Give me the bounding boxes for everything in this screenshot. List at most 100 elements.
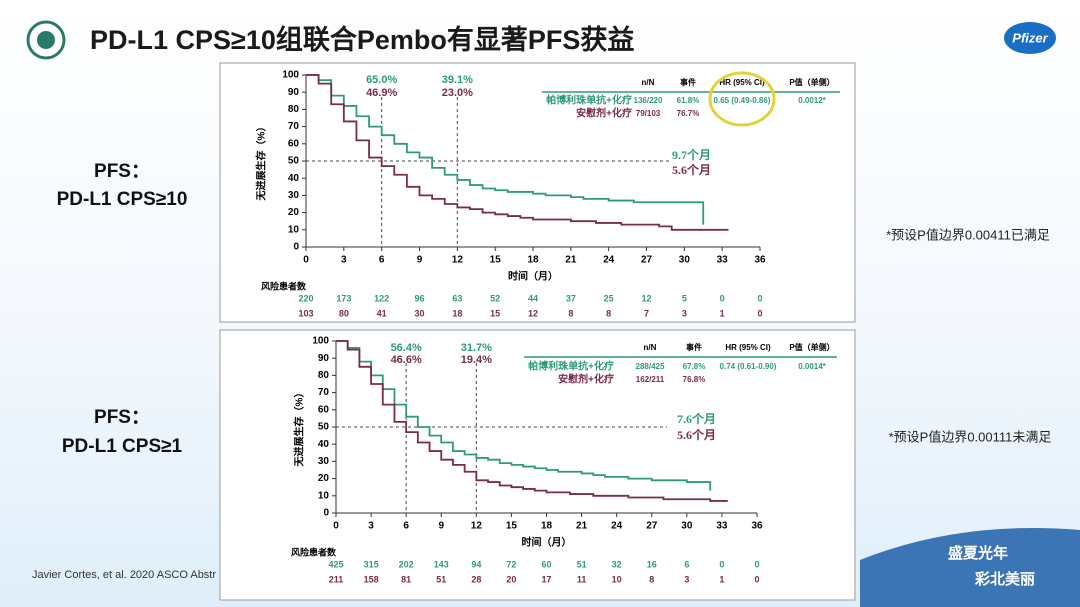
risk-cell: 37 <box>566 293 576 303</box>
y-tick-label: 30 <box>288 190 300 201</box>
y-tick-label: 100 <box>282 70 299 81</box>
landmark-label: 31.7% <box>461 342 492 354</box>
table-header: 事件 <box>680 77 696 87</box>
y-tick-label: 40 <box>288 173 300 184</box>
note: *预设P值边界0.00411已满足 <box>886 227 1050 242</box>
landmark-label: 46.9% <box>366 87 397 99</box>
risk-cell: 28 <box>471 574 481 584</box>
risk-cell: 0 <box>719 559 724 569</box>
risk-cell: 16 <box>647 559 657 569</box>
risk-cell: 11 <box>577 574 587 584</box>
risk-cell: 315 <box>364 559 379 569</box>
x-tick-label: 36 <box>754 255 766 266</box>
x-tick-label: 24 <box>603 255 615 266</box>
risk-cell: 211 <box>329 574 344 584</box>
table-cell: 0.65 (0.49-0.86) <box>714 96 771 105</box>
median-label: 5.6个月 <box>677 427 716 442</box>
table-cell: 76.8% <box>683 375 706 384</box>
x-tick-label: 21 <box>565 255 577 266</box>
y-tick-label: 50 <box>318 422 330 433</box>
x-tick-label: 0 <box>333 521 339 532</box>
y-tick-label: 0 <box>293 242 299 253</box>
x-tick-label: 9 <box>417 255 423 266</box>
risk-cell: 1 <box>720 308 725 318</box>
highlight <box>708 71 776 127</box>
risk-cell: 17 <box>541 574 551 584</box>
table-cell: 61.8% <box>677 96 700 105</box>
side-label: PFS： <box>94 161 150 182</box>
survival-curve <box>336 340 728 502</box>
median-label: 9.7个月 <box>672 147 711 162</box>
x-tick-label: 24 <box>611 521 623 532</box>
risk-cell: 80 <box>339 308 349 318</box>
risk-cell: 173 <box>336 293 351 303</box>
table-cell: 136/220 <box>634 96 663 105</box>
table-cell: 76.7% <box>677 109 700 118</box>
legend-entry: 帕博利珠单抗+化疗 <box>528 360 614 373</box>
table-cell: 0.74 (0.61-0.90) <box>720 362 777 371</box>
logo-inner <box>37 31 55 49</box>
risk-cell: 6 <box>684 559 689 569</box>
side-label: PD-L1 CPS≥1 <box>62 436 183 457</box>
risk-cell: 94 <box>471 559 481 569</box>
y-tick-label: 10 <box>288 224 300 235</box>
risk-cell: 51 <box>577 559 587 569</box>
risk-cell: 30 <box>414 308 424 318</box>
y-tick-label: 100 <box>312 336 329 347</box>
risk-cell: 81 <box>401 574 411 584</box>
risk-cell: 60 <box>541 559 551 569</box>
side-label: PFS： <box>94 407 150 428</box>
x-tick-label: 36 <box>751 521 763 532</box>
table-cell: 0.0012* <box>798 96 826 105</box>
survival-curve <box>306 74 705 225</box>
risk-cell: 3 <box>682 308 687 318</box>
table-cell: 288/425 <box>636 362 665 371</box>
table-header: 事件 <box>686 342 702 352</box>
y-tick-label: 60 <box>288 138 300 149</box>
y-tick-label: 60 <box>318 404 330 415</box>
table-cell: 67.8% <box>683 362 706 371</box>
x-tick-label: 9 <box>438 521 444 532</box>
table-header: HR (95% CI) <box>725 343 771 352</box>
risk-title: 风险患者数 <box>291 546 337 557</box>
risk-cell: 25 <box>604 293 614 303</box>
y-tick-label: 70 <box>318 387 330 398</box>
risk-cell: 52 <box>490 293 500 303</box>
x-tick-label: 30 <box>679 255 691 266</box>
legend-entry: 安慰剂+化疗 <box>558 373 614 386</box>
risk-cell: 1 <box>719 574 724 584</box>
risk-cell: 0 <box>754 559 759 569</box>
table-header: n/N <box>644 343 657 352</box>
decoration <box>860 528 1080 607</box>
slide-title: PD-L1 CPS≥10组联合Pembo有显著PFS获益 <box>90 24 634 55</box>
risk-cell: 72 <box>506 559 516 569</box>
landmark-label: 46.6% <box>391 354 422 366</box>
risk-cell: 32 <box>612 559 622 569</box>
y-tick-label: 30 <box>318 456 330 467</box>
risk-cell: 41 <box>377 308 387 318</box>
y-axis-label: 无进展生存（%） <box>293 388 306 468</box>
x-tick-label: 0 <box>303 255 309 266</box>
risk-cell: 12 <box>528 308 538 318</box>
table-header: n/N <box>642 78 655 87</box>
table-cell: 162/211 <box>636 375 665 384</box>
y-tick-label: 70 <box>288 121 300 132</box>
x-tick-label: 33 <box>717 255 729 266</box>
risk-cell: 122 <box>374 293 389 303</box>
risk-cell: 0 <box>757 293 762 303</box>
y-tick-label: 20 <box>318 473 330 484</box>
risk-cell: 0 <box>720 293 725 303</box>
citation: Javier Cortes, et al. 2020 ASCO Abstr <box>32 569 216 581</box>
risk-cell: 103 <box>298 308 313 318</box>
risk-cell: 20 <box>506 574 516 584</box>
table-header: P值（单侧） <box>789 342 834 352</box>
note: *预设P值边界0.00111未满足 <box>889 429 1052 444</box>
y-tick-label: 80 <box>288 104 300 115</box>
risk-cell: 15 <box>490 308 500 318</box>
table-cell: 0.0014* <box>798 362 826 371</box>
x-tick-label: 3 <box>368 521 374 532</box>
landmark-label: 56.4% <box>391 342 422 354</box>
landmark-label: 65.0% <box>366 74 397 86</box>
